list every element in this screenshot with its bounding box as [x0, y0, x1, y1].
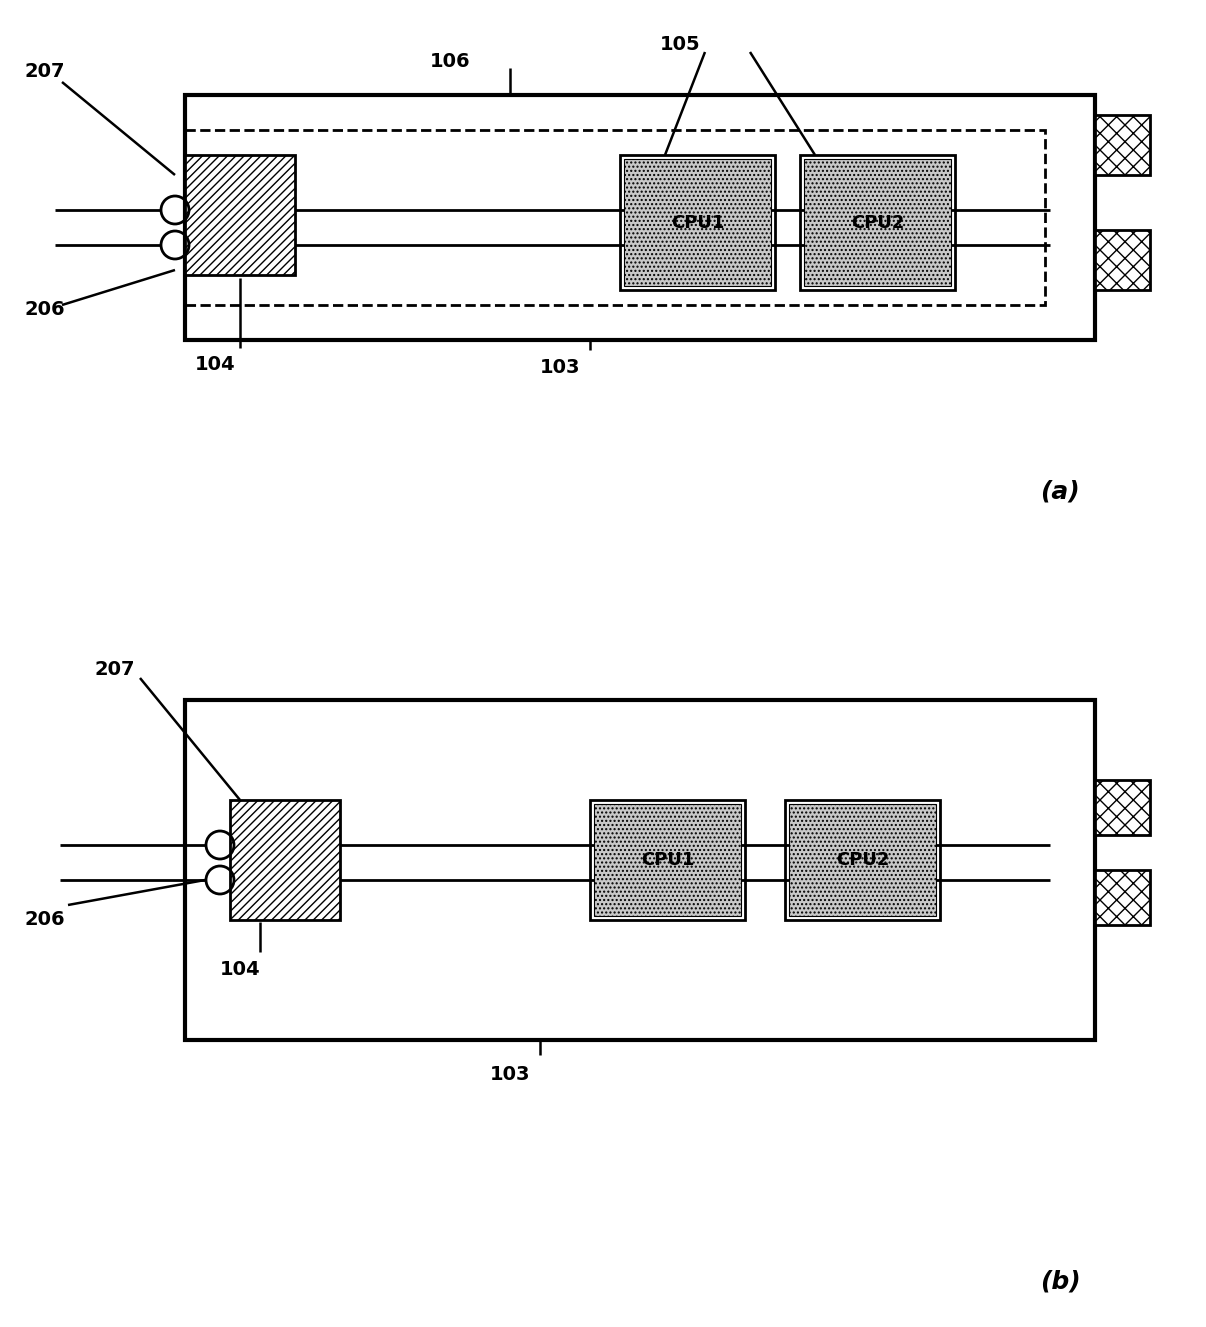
- Bar: [185, 96, 1095, 340]
- Bar: [789, 804, 936, 916]
- Text: 103: 103: [490, 1066, 531, 1084]
- Bar: [1095, 871, 1151, 925]
- Bar: [804, 159, 952, 287]
- Text: 104: 104: [219, 959, 260, 979]
- Bar: [624, 159, 771, 287]
- Bar: [230, 800, 340, 920]
- Bar: [1095, 115, 1151, 175]
- Text: CPU2: CPU2: [836, 851, 889, 869]
- Bar: [620, 155, 775, 291]
- Bar: [185, 155, 295, 275]
- Text: 206: 206: [25, 300, 65, 318]
- Text: 206: 206: [25, 910, 65, 929]
- Bar: [800, 155, 955, 291]
- Bar: [230, 800, 340, 920]
- Text: CPU2: CPU2: [850, 214, 904, 231]
- Bar: [590, 800, 745, 920]
- Text: (a): (a): [1041, 480, 1079, 504]
- Bar: [185, 155, 295, 275]
- Bar: [785, 800, 939, 920]
- Bar: [595, 804, 740, 916]
- Text: 105: 105: [660, 35, 701, 54]
- Text: CPU1: CPU1: [671, 214, 724, 231]
- Text: 207: 207: [25, 62, 65, 81]
- Text: 207: 207: [95, 660, 135, 679]
- Text: 103: 103: [540, 358, 580, 377]
- Bar: [1095, 780, 1151, 835]
- Bar: [185, 701, 1095, 1040]
- Bar: [185, 130, 1046, 305]
- Text: (b): (b): [1040, 1270, 1081, 1294]
- Text: 106: 106: [429, 52, 470, 72]
- Text: 104: 104: [195, 356, 235, 374]
- Bar: [1095, 230, 1151, 291]
- Text: CPU1: CPU1: [640, 851, 695, 869]
